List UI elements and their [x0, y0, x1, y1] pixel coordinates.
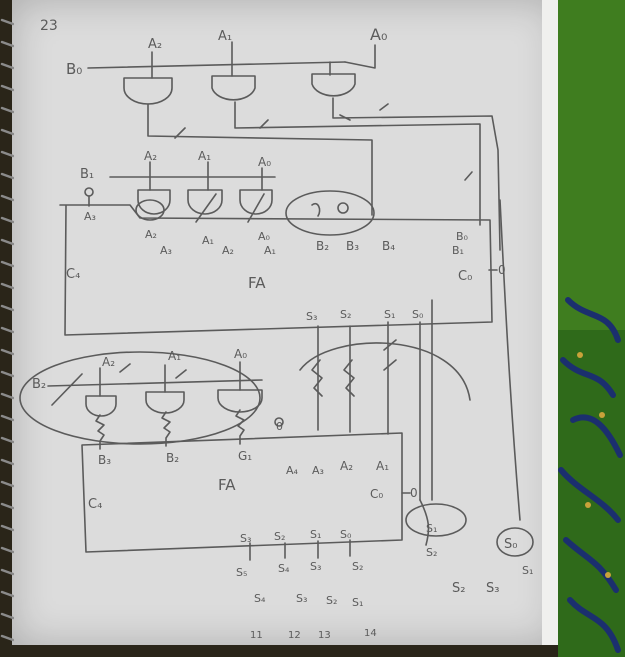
label-bot-a3: A₃ [312, 464, 324, 477]
and-gate-a1b1 [187, 189, 223, 215]
bottom-row-circle [19, 351, 261, 445]
label-mid-in-a3: A₃ [160, 244, 172, 257]
and-gate-a1b2 [145, 391, 185, 414]
label-mid-a3: A₃ [84, 210, 96, 223]
sketch-text-labels: 23 B₀ A₂ A₁ A₀ B₁ A₂ A₁ A₀ A₃ A₂ A₃ A₁ A… [32, 18, 533, 641]
fa2-output-ticks [249, 539, 351, 561]
label-side-s0: S₀ [504, 537, 517, 552]
label-total-s3: S₃ [296, 592, 307, 605]
label-mid-b1: B₁ [452, 244, 464, 257]
label-bot-a2: A₂ [102, 355, 115, 369]
label-res-s3: S₃ [310, 560, 321, 573]
label-fa1-s0: S₀ [412, 308, 424, 321]
label-b0: B₀ [66, 60, 82, 78]
and-gate-a0b2 [217, 389, 263, 413]
and-gate-a1b0 [211, 75, 256, 101]
label-top-a2: A₂ [148, 37, 162, 52]
label-fa2-c0: C₀ [370, 487, 383, 501]
label-number-14: 14 [364, 628, 377, 639]
label-res-s2: S₂ [352, 560, 363, 573]
label-corner-s3: S₃ [486, 581, 499, 596]
label-fa2-s0: S₀ [340, 528, 352, 541]
label-bot-a1: A₁ [376, 459, 389, 473]
fa2-box [81, 432, 403, 553]
label-bot-b2: B₂ [166, 451, 179, 465]
label-fa2-s1: S₁ [310, 528, 321, 541]
label-bot-zero: 0 [276, 420, 283, 433]
label-number-13: 13 [318, 630, 331, 641]
label-fa2-zero: 0 [410, 486, 418, 500]
label-mid-in-a1b: A₁ [264, 244, 276, 257]
page-number: 23 [40, 18, 58, 34]
label-b1: B₁ [80, 167, 94, 182]
and-gate-a0b0 [311, 73, 356, 97]
crossed-out-gate-scribble [135, 199, 165, 221]
label-mid-b0: B₀ [456, 230, 469, 243]
label-mid-a0: A₀ [258, 155, 271, 169]
fabric-pattern [558, 297, 623, 653]
label-mid-in-a0: A₀ [258, 230, 271, 243]
label-bot-b3: B₃ [98, 453, 111, 467]
label-fa1: FA [248, 274, 266, 292]
s0-circle [496, 527, 534, 557]
fa1-box [59, 204, 493, 336]
label-bot-a1: A₁ [168, 349, 181, 363]
label-total-s1: S₁ [352, 596, 363, 609]
label-corner-s2: S₂ [452, 581, 465, 596]
label-bot-a0: A₀ [234, 347, 247, 361]
and-gate-a2b2 [85, 395, 117, 417]
label-fa2-s3: S₃ [240, 532, 251, 545]
label-res-s4: S₄ [278, 562, 290, 575]
bottom-row-wiring [47, 361, 263, 406]
label-fa2-s2: S₂ [274, 530, 285, 543]
label-res-s5: S₅ [236, 566, 247, 579]
label-top-a1: A₁ [218, 29, 232, 44]
label-total-s4: S₄ [254, 592, 266, 605]
and-gate-a2b0 [123, 77, 173, 105]
label-total-s2: S₂ [326, 594, 337, 607]
label-mid-in-a2: A₂ [145, 228, 157, 241]
label-side-s1b: S₁ [522, 564, 533, 577]
label-fa1-s3: S₃ [306, 310, 317, 323]
middle-row-wiring [84, 161, 276, 207]
label-fa1-s2: S₂ [340, 308, 351, 321]
label-mid-in-a1: A₁ [202, 234, 214, 247]
label-mid-a2: A₂ [144, 149, 157, 163]
label-fa2: FA [218, 476, 236, 494]
spiral-binding [0, 18, 14, 642]
and-gate-a0b1 [239, 189, 273, 215]
label-fa1-s1: S₁ [384, 308, 395, 321]
label-fa1-c0: C₀ [458, 269, 472, 284]
label-bot-g1: G₁ [238, 449, 252, 463]
fa1-to-fa2-wires [299, 299, 471, 501]
label-b2: B₂ [32, 377, 46, 392]
label-side-s2: S₂ [426, 546, 437, 559]
label-mid-b4: B₄ [382, 239, 395, 253]
label-bot-a4: A₄ [286, 464, 299, 477]
label-number-11: 11 [250, 630, 263, 641]
label-mid-in-a2b: A₂ [222, 244, 234, 257]
label-mid-a1: A₁ [198, 149, 211, 163]
top-gate-outputs [147, 97, 521, 521]
label-fa1-c4: C₄ [66, 267, 80, 282]
label-bot-a2b: A₂ [340, 459, 353, 473]
label-mid-b2: B₂ [316, 239, 329, 253]
label-side-s1: S₁ [426, 522, 437, 535]
label-number-12: 12 [288, 630, 301, 641]
s1-circle [405, 503, 467, 537]
top-row-wiring [87, 41, 376, 79]
label-fa1-zero: 0 [498, 263, 506, 277]
green-fabric-background [558, 0, 625, 657]
label-top-a0: A₀ [370, 25, 387, 44]
bottom-gate-outputs [95, 409, 284, 450]
label-mid-b3: B₃ [346, 239, 359, 253]
page-edge [542, 0, 558, 645]
label-fa2-c4: C₄ [88, 497, 102, 512]
